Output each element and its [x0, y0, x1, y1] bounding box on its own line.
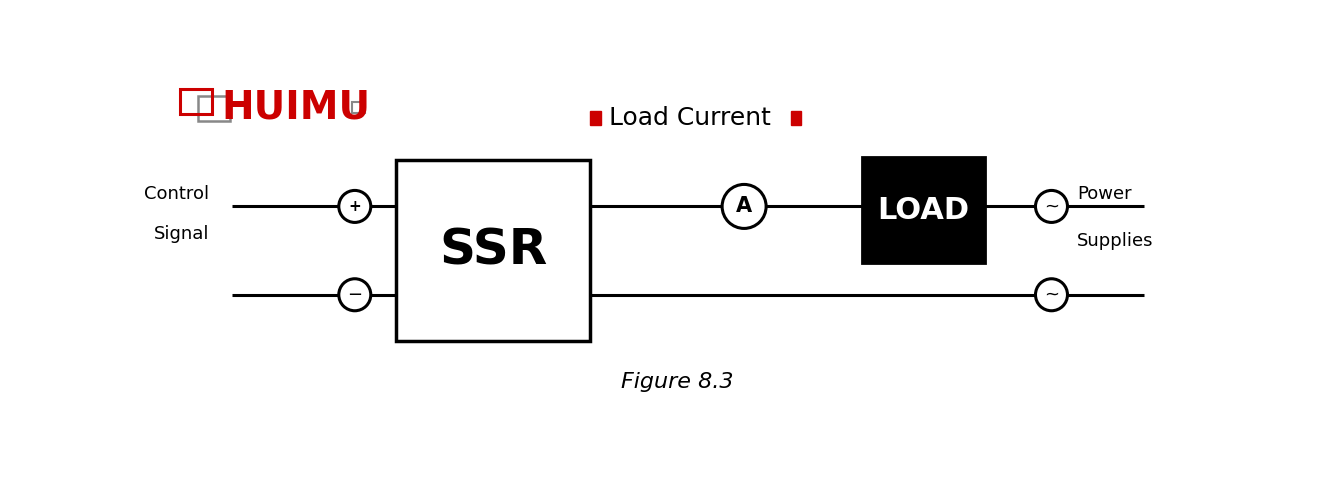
Ellipse shape — [722, 185, 767, 228]
Text: Figure 8.3: Figure 8.3 — [621, 372, 734, 392]
Text: Supplies: Supplies — [1077, 232, 1154, 250]
Ellipse shape — [338, 279, 370, 311]
Text: LOAD: LOAD — [878, 196, 969, 225]
Ellipse shape — [1035, 279, 1067, 311]
Text: HUIMU: HUIMU — [222, 88, 370, 127]
Bar — [792, 111, 801, 125]
Ellipse shape — [338, 190, 370, 222]
Text: ~: ~ — [1044, 197, 1059, 216]
Text: Power: Power — [1077, 185, 1132, 203]
Text: −: − — [348, 286, 362, 304]
Text: Control: Control — [144, 185, 209, 203]
Text: Load Current: Load Current — [609, 106, 771, 130]
Ellipse shape — [1035, 190, 1067, 222]
Text: SSR: SSR — [439, 227, 547, 274]
Bar — [591, 111, 600, 125]
Bar — [180, 88, 213, 114]
Text: A: A — [736, 196, 752, 217]
Text: ~: ~ — [1044, 286, 1059, 304]
Text: Signal: Signal — [153, 225, 209, 243]
Bar — [395, 161, 591, 341]
Bar — [197, 96, 230, 121]
Text: +: + — [349, 199, 361, 214]
Bar — [352, 102, 365, 113]
Bar — [862, 157, 985, 263]
